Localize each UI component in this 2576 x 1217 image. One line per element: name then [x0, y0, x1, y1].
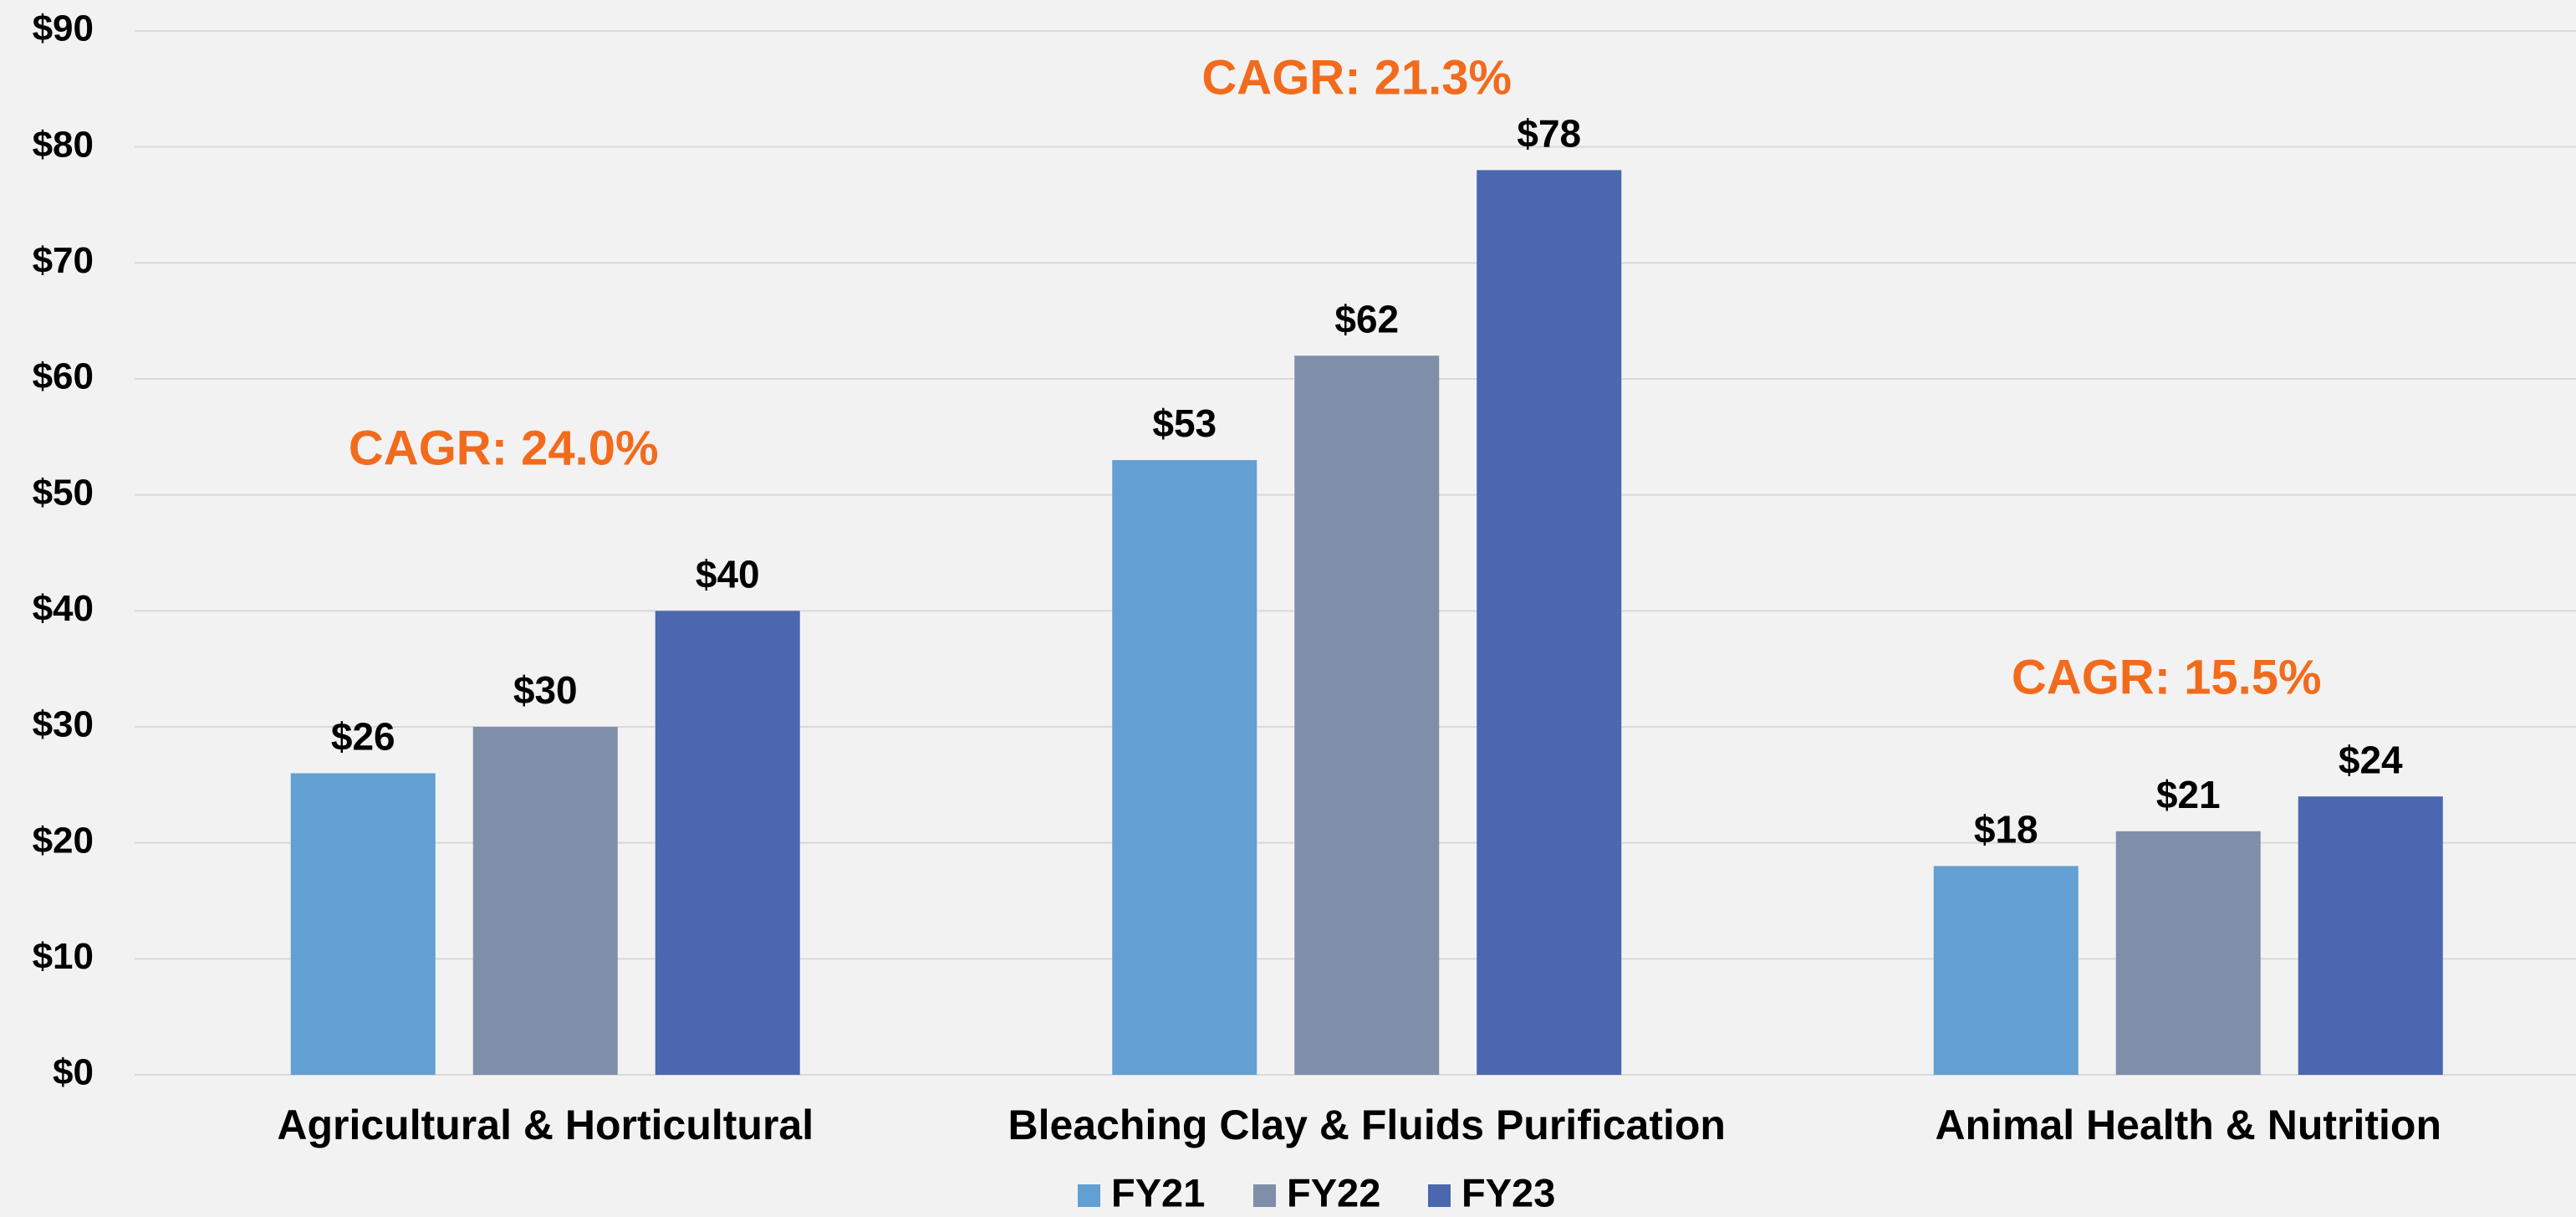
data-label: $21 — [2156, 773, 2221, 816]
bar — [1477, 170, 1622, 1075]
bar — [1112, 460, 1257, 1075]
legend-swatch — [1428, 1184, 1451, 1207]
bar — [290, 773, 436, 1075]
y-tick-label: $30 — [33, 704, 94, 745]
data-label: $53 — [1152, 401, 1217, 445]
data-label: $30 — [513, 668, 578, 712]
y-tick-label: $0 — [53, 1052, 94, 1093]
bar — [2298, 796, 2443, 1075]
y-tick-label: $90 — [33, 8, 94, 49]
bar — [2115, 831, 2261, 1075]
data-label: $26 — [331, 715, 395, 759]
legend-label: FY21 — [1111, 1170, 1205, 1214]
bar — [472, 727, 618, 1075]
y-tick-label: $10 — [33, 936, 94, 977]
annotation: CAGR: 24.0% — [349, 422, 659, 476]
data-label: $78 — [1517, 112, 1581, 156]
y-tick-label: $60 — [33, 356, 94, 397]
data-label: $40 — [696, 552, 760, 596]
legend-label: FY23 — [1461, 1170, 1555, 1214]
annotation: CAGR: 15.5% — [2012, 651, 2322, 705]
y-tick-label: $50 — [33, 472, 94, 513]
bar — [655, 611, 800, 1075]
legend-label: FY22 — [1287, 1170, 1380, 1214]
y-tick-label: $20 — [33, 820, 94, 861]
legend-swatch — [1253, 1184, 1276, 1207]
y-tick-label: $40 — [33, 588, 94, 629]
data-label: $62 — [1334, 297, 1399, 340]
y-tick-label: $80 — [33, 124, 94, 165]
x-tick-label: Animal Health & Nutrition — [1935, 1102, 2441, 1148]
bar — [1294, 355, 1440, 1075]
legend-swatch — [1078, 1184, 1100, 1207]
x-tick-label: Agricultural & Horticultural — [277, 1102, 814, 1148]
data-label: $18 — [1974, 808, 2038, 851]
data-label: $24 — [2339, 738, 2403, 781]
annotation: CAGR: 21.3% — [1201, 51, 1512, 105]
bar — [1933, 866, 2079, 1075]
y-tick-label: $70 — [33, 240, 94, 281]
x-tick-label: Bleaching Clay & Fluids Purification — [1008, 1102, 1726, 1148]
